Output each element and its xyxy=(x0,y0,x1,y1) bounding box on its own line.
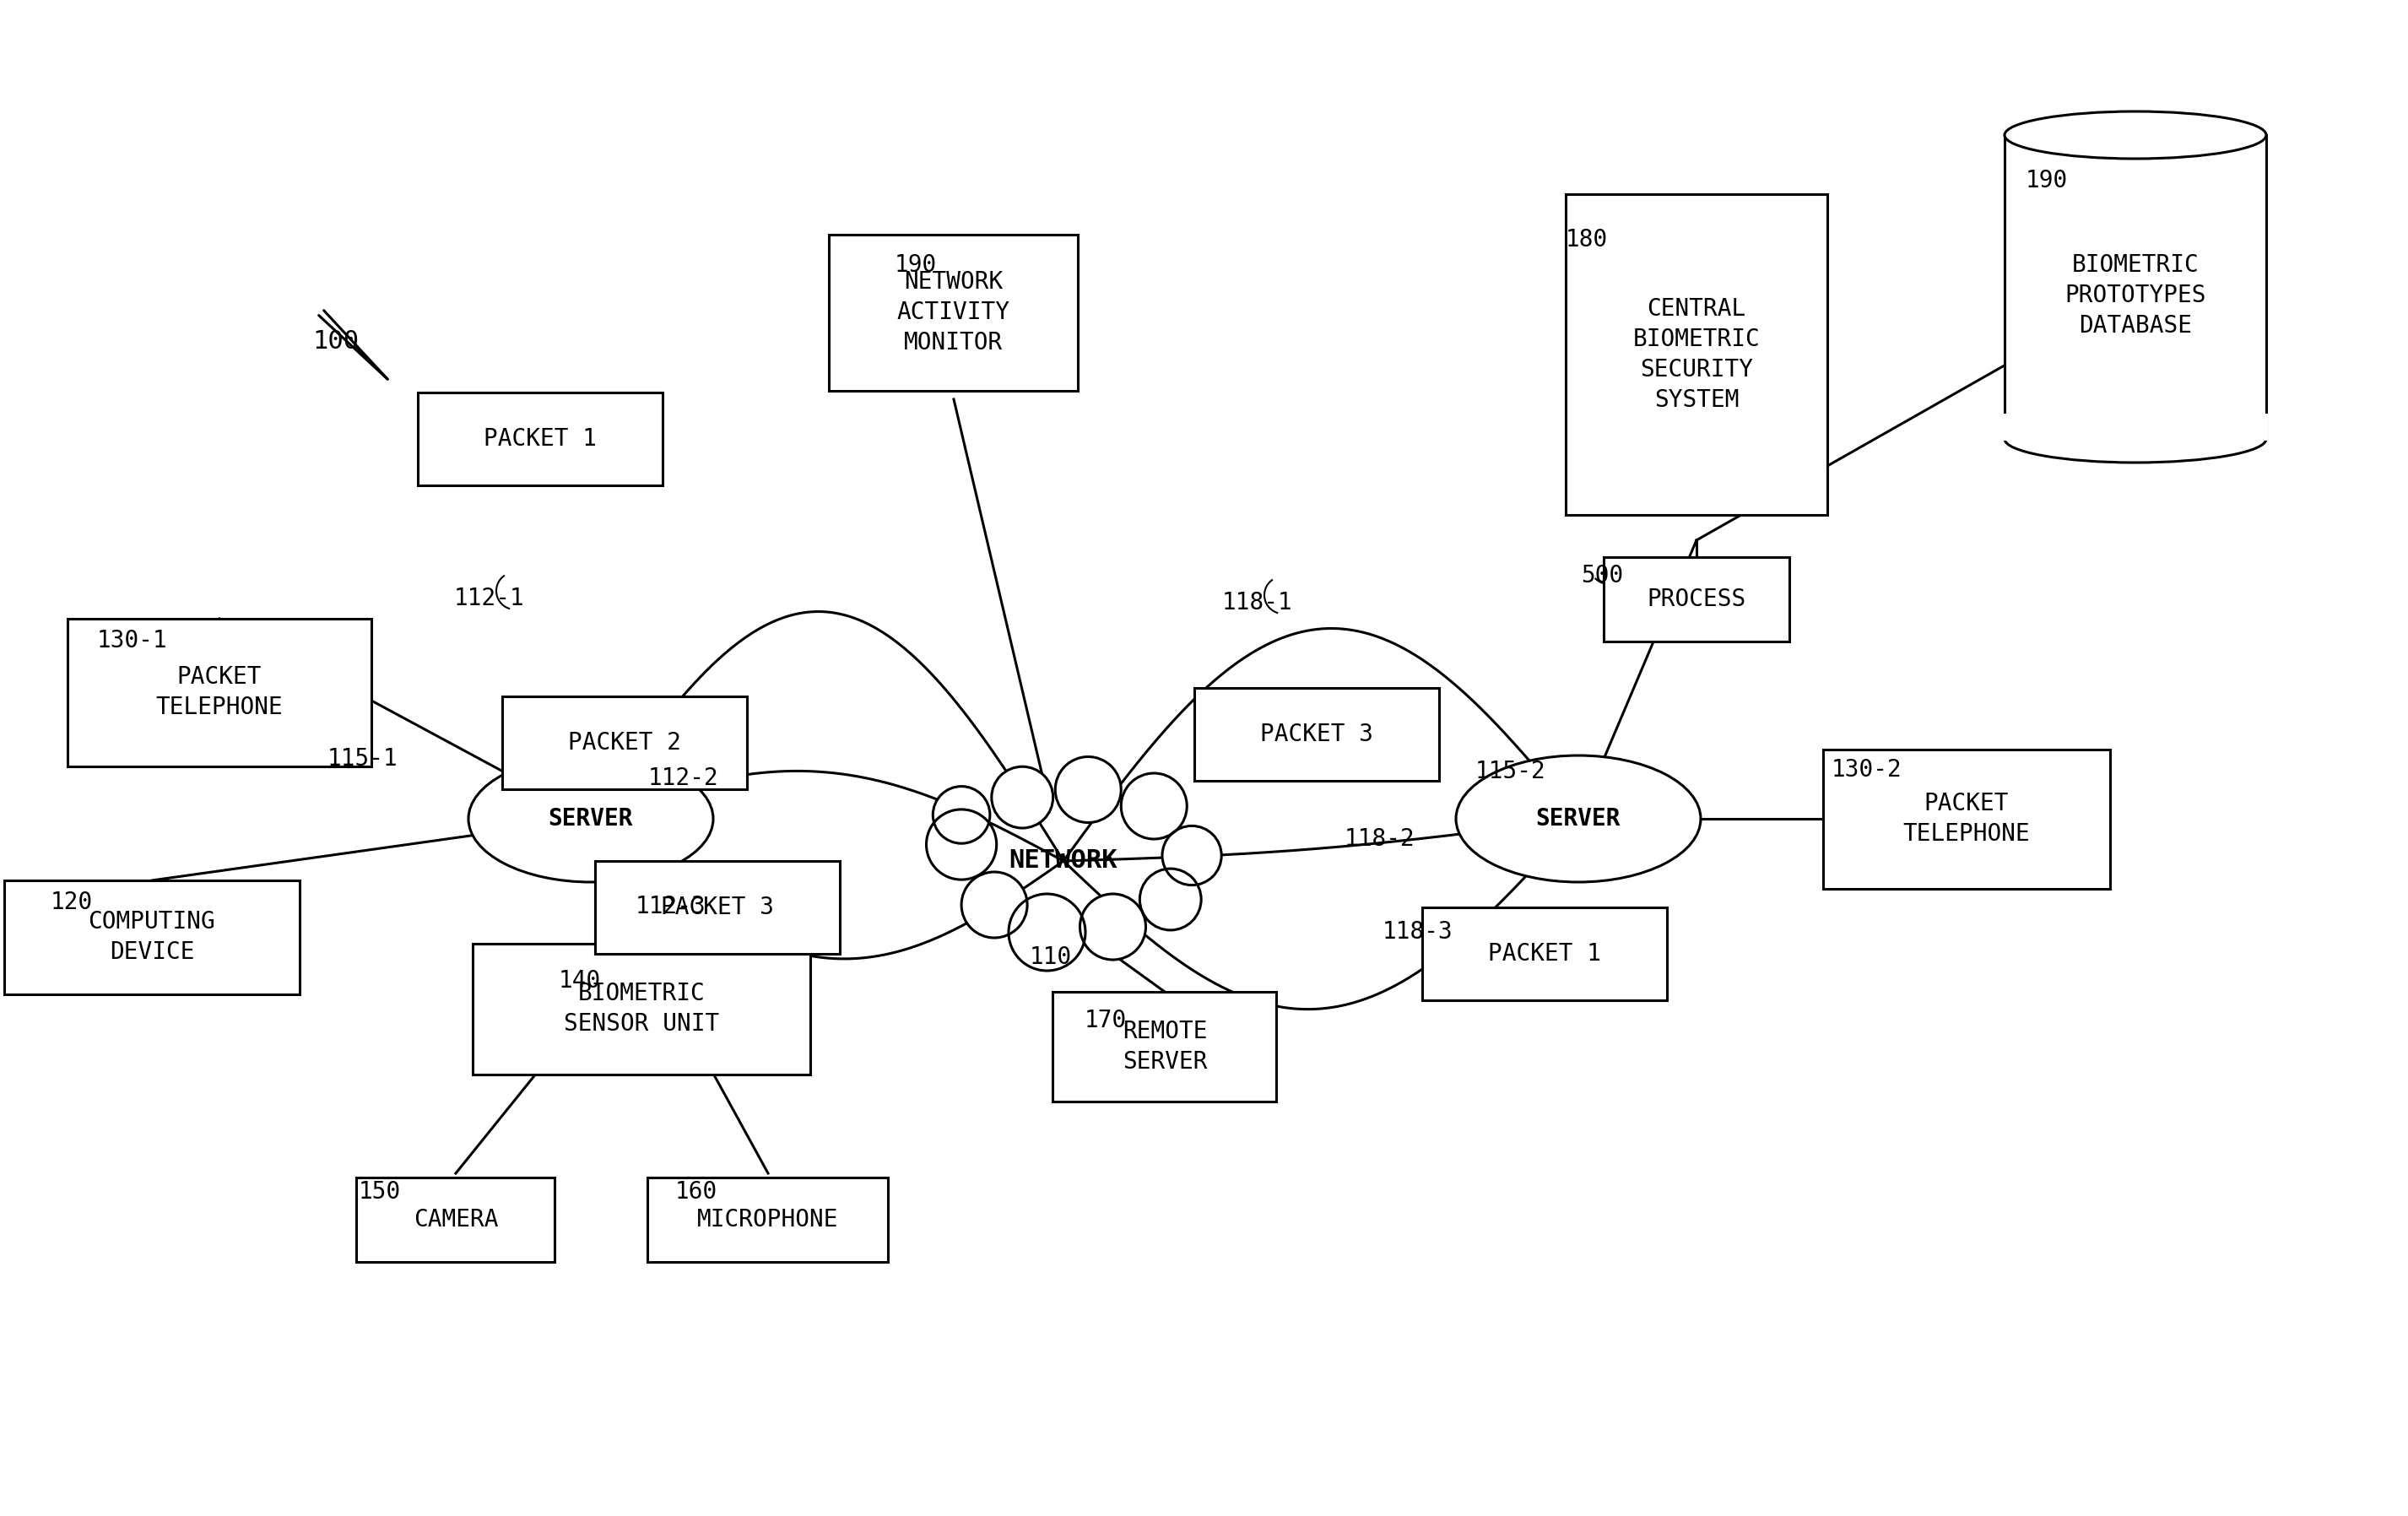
Text: REMOTE
SERVER: REMOTE SERVER xyxy=(1122,1020,1206,1073)
Ellipse shape xyxy=(1457,755,1700,882)
Text: 170: 170 xyxy=(1084,1008,1127,1032)
FancyBboxPatch shape xyxy=(1565,194,1828,515)
FancyBboxPatch shape xyxy=(595,861,840,954)
Text: 112-2: 112-2 xyxy=(648,767,720,790)
Text: BIOMETRIC
PROTOTYPES
DATABASE: BIOMETRIC PROTOTYPES DATABASE xyxy=(2064,253,2206,338)
Text: PACKET 1: PACKET 1 xyxy=(484,428,597,450)
Text: 115-2: 115-2 xyxy=(1476,760,1546,784)
Text: 120: 120 xyxy=(51,890,94,914)
Text: 180: 180 xyxy=(1565,227,1609,252)
Circle shape xyxy=(932,787,990,843)
Text: NETWORK: NETWORK xyxy=(1009,849,1117,873)
Ellipse shape xyxy=(470,755,713,882)
Text: 150: 150 xyxy=(359,1179,402,1204)
Text: 500: 500 xyxy=(1582,564,1623,588)
Text: 112-1: 112-1 xyxy=(455,587,525,611)
FancyBboxPatch shape xyxy=(1823,749,2109,888)
Text: 160: 160 xyxy=(674,1179,718,1204)
FancyBboxPatch shape xyxy=(503,696,746,790)
FancyBboxPatch shape xyxy=(648,1178,889,1261)
Text: 190: 190 xyxy=(896,253,937,277)
Text: 130-2: 130-2 xyxy=(1832,758,1902,782)
FancyBboxPatch shape xyxy=(1052,991,1276,1102)
Text: CAMERA: CAMERA xyxy=(414,1208,498,1231)
FancyBboxPatch shape xyxy=(828,235,1079,391)
Text: SERVER: SERVER xyxy=(1536,807,1621,831)
Text: 190: 190 xyxy=(2025,168,2068,193)
FancyBboxPatch shape xyxy=(1604,556,1789,641)
Circle shape xyxy=(961,872,1028,938)
Circle shape xyxy=(1009,894,1086,970)
Text: COMPUTING
DEVICE: COMPUTING DEVICE xyxy=(89,910,217,964)
Text: 118-1: 118-1 xyxy=(1223,591,1293,614)
Text: MICROPHONE: MICROPHONE xyxy=(698,1208,838,1231)
FancyBboxPatch shape xyxy=(472,943,809,1075)
Text: PACKET 3: PACKET 3 xyxy=(1259,723,1373,746)
Text: PROCESS: PROCESS xyxy=(1647,588,1746,611)
FancyBboxPatch shape xyxy=(2003,414,2268,441)
FancyBboxPatch shape xyxy=(419,393,662,485)
Text: 130-1: 130-1 xyxy=(96,629,169,652)
FancyBboxPatch shape xyxy=(5,879,299,994)
Text: 140: 140 xyxy=(559,969,602,993)
Text: NETWORK
ACTIVITY
MONITOR: NETWORK ACTIVITY MONITOR xyxy=(898,270,1011,355)
Ellipse shape xyxy=(2003,415,2266,462)
FancyBboxPatch shape xyxy=(67,619,371,766)
Circle shape xyxy=(1055,756,1122,823)
FancyBboxPatch shape xyxy=(1194,688,1440,781)
Circle shape xyxy=(1139,869,1202,931)
Text: 110: 110 xyxy=(1031,946,1072,969)
Text: PACKET
TELEPHONE: PACKET TELEPHONE xyxy=(157,666,284,719)
Text: PACKET 3: PACKET 3 xyxy=(660,896,773,919)
Circle shape xyxy=(992,767,1052,828)
Text: CENTRAL
BIOMETRIC
SECURITY
SYSTEM: CENTRAL BIOMETRIC SECURITY SYSTEM xyxy=(1633,297,1760,411)
Circle shape xyxy=(1163,826,1221,885)
Text: 112-3: 112-3 xyxy=(636,894,706,919)
Text: 118-3: 118-3 xyxy=(1382,920,1454,943)
Text: PACKET
TELEPHONE: PACKET TELEPHONE xyxy=(1902,791,2030,846)
Circle shape xyxy=(1122,773,1187,838)
Circle shape xyxy=(1079,894,1146,960)
FancyBboxPatch shape xyxy=(1423,908,1666,1001)
Text: 100: 100 xyxy=(313,329,359,353)
Text: SERVER: SERVER xyxy=(549,807,633,831)
Text: BIOMETRIC
SENSOR UNIT: BIOMETRIC SENSOR UNIT xyxy=(563,982,720,1035)
Text: 115-1: 115-1 xyxy=(327,747,397,770)
Text: PACKET 2: PACKET 2 xyxy=(568,731,681,755)
FancyBboxPatch shape xyxy=(356,1178,554,1261)
FancyBboxPatch shape xyxy=(2003,135,2266,440)
Text: PACKET 1: PACKET 1 xyxy=(1488,941,1601,966)
Ellipse shape xyxy=(2003,111,2266,159)
Circle shape xyxy=(927,810,997,879)
Text: 118-2: 118-2 xyxy=(1344,828,1416,850)
